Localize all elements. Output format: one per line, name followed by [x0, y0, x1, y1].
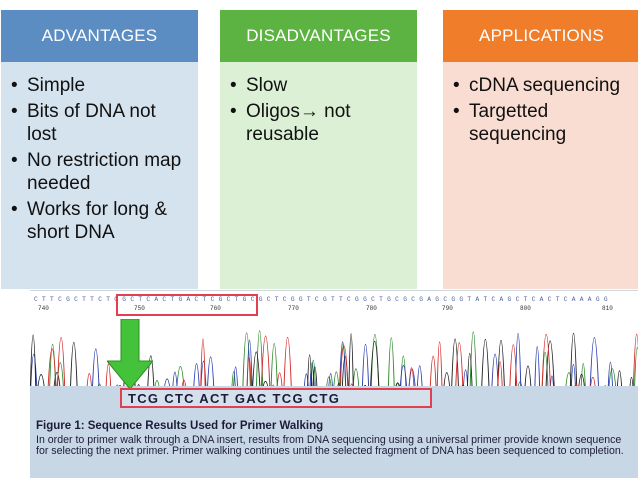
figure-caption-text: In order to primer walk through a DNA in… [36, 434, 624, 458]
sequencing-figure: C T T C G C T T C T C G C T C A C T G A … [30, 290, 638, 478]
list-item: cDNA sequencing [451, 74, 632, 98]
applications-body: cDNA sequencing Targetted sequencing [443, 62, 638, 289]
chromatogram-sequence: C T T C G C T T C T C G C T C A C T G A … [34, 296, 608, 303]
applications-header: APPLICATIONS [443, 10, 638, 62]
list-item: No restriction map needed [9, 149, 190, 196]
figure-caption-title: Figure 1: Sequence Results Used for Prim… [36, 420, 324, 432]
advantages-column: ADVANTAGES Simple Bits of DNA not lost N… [1, 10, 198, 289]
result-sequence: TCG CTC ACT GAC TCG CTG [120, 388, 432, 408]
disadvantages-column: DISADVANTAGES Slow Oligos→ not reusable [220, 10, 417, 289]
list-item: Targetted sequencing [451, 100, 632, 147]
position-label: 810 [602, 305, 613, 312]
disadvantages-body: Slow Oligos→ not reusable [220, 62, 417, 289]
position-label: 760 [210, 305, 221, 312]
advantages-header: ADVANTAGES [1, 10, 198, 62]
applications-column: APPLICATIONS cDNA sequencing Targetted s… [443, 10, 638, 289]
down-arrow-icon [107, 319, 153, 389]
list-item: Works for long & short DNA [9, 198, 190, 245]
disadvantages-list: Slow Oligos→ not reusable [228, 74, 409, 147]
highlight-box [116, 294, 258, 316]
list-item: Oligos→ not reusable [228, 100, 409, 147]
position-label: 750 [134, 305, 145, 312]
advantages-list: Simple Bits of DNA not lost No restricti… [9, 74, 190, 245]
disadvantages-header: DISADVANTAGES [220, 10, 417, 62]
position-label: 780 [366, 305, 377, 312]
list-item: Simple [9, 74, 190, 98]
position-label: 770 [288, 305, 299, 312]
applications-list: cDNA sequencing Targetted sequencing [451, 74, 632, 147]
advantages-body: Simple Bits of DNA not lost No restricti… [1, 62, 198, 289]
position-label: 740 [38, 305, 49, 312]
position-label: 800 [520, 305, 531, 312]
position-label: 790 [442, 305, 453, 312]
list-item: Bits of DNA not lost [9, 100, 190, 147]
list-item: Slow [228, 74, 409, 98]
